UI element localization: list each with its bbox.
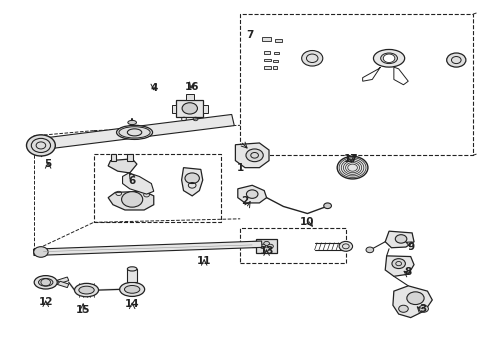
Circle shape bbox=[182, 103, 197, 114]
Bar bbox=[94, 153, 221, 222]
Bar bbox=[273, 66, 277, 68]
Polygon shape bbox=[235, 143, 269, 168]
Circle shape bbox=[246, 190, 258, 198]
Bar bbox=[176, 100, 203, 117]
Circle shape bbox=[246, 149, 263, 162]
Polygon shape bbox=[108, 159, 137, 173]
Text: 15: 15 bbox=[76, 305, 91, 315]
Text: 8: 8 bbox=[405, 267, 412, 277]
Circle shape bbox=[302, 50, 323, 66]
Polygon shape bbox=[122, 173, 154, 194]
Bar bbox=[264, 59, 271, 61]
Circle shape bbox=[419, 305, 428, 312]
Text: 4: 4 bbox=[150, 83, 157, 93]
Text: 5: 5 bbox=[45, 159, 52, 169]
Circle shape bbox=[337, 156, 368, 179]
Bar bbox=[256, 239, 277, 253]
Bar bbox=[273, 59, 278, 62]
Text: 2: 2 bbox=[242, 196, 248, 206]
Ellipse shape bbox=[373, 49, 405, 67]
Circle shape bbox=[122, 192, 143, 207]
Circle shape bbox=[185, 173, 199, 184]
Circle shape bbox=[264, 247, 270, 251]
Text: 6: 6 bbox=[128, 176, 136, 186]
Polygon shape bbox=[385, 231, 414, 248]
Circle shape bbox=[399, 305, 408, 312]
Bar bbox=[262, 37, 271, 41]
Ellipse shape bbox=[34, 276, 57, 289]
Text: 13: 13 bbox=[259, 246, 274, 256]
Polygon shape bbox=[385, 256, 414, 276]
Bar bbox=[186, 94, 194, 100]
Bar bbox=[274, 52, 279, 54]
Ellipse shape bbox=[120, 282, 145, 296]
Text: 3: 3 bbox=[419, 304, 426, 314]
Bar bbox=[240, 14, 473, 155]
Circle shape bbox=[395, 235, 407, 243]
Text: 9: 9 bbox=[407, 242, 414, 252]
Polygon shape bbox=[35, 114, 234, 150]
Text: 12: 12 bbox=[39, 297, 53, 307]
Polygon shape bbox=[127, 154, 133, 161]
Polygon shape bbox=[57, 277, 69, 283]
Ellipse shape bbox=[74, 283, 98, 297]
Polygon shape bbox=[111, 154, 116, 161]
Ellipse shape bbox=[124, 285, 140, 293]
Bar bbox=[275, 39, 282, 42]
Bar bbox=[203, 105, 208, 113]
Polygon shape bbox=[33, 241, 262, 256]
Circle shape bbox=[260, 244, 266, 248]
Bar bbox=[172, 105, 176, 113]
Polygon shape bbox=[393, 286, 432, 318]
Ellipse shape bbox=[117, 125, 152, 139]
Text: 10: 10 bbox=[300, 217, 315, 227]
Text: 1: 1 bbox=[237, 163, 244, 173]
Circle shape bbox=[339, 242, 353, 251]
Circle shape bbox=[447, 53, 466, 67]
Circle shape bbox=[268, 244, 273, 248]
Circle shape bbox=[26, 135, 55, 156]
Polygon shape bbox=[108, 191, 154, 210]
Ellipse shape bbox=[381, 53, 397, 64]
Text: 17: 17 bbox=[343, 154, 358, 164]
Circle shape bbox=[366, 247, 374, 253]
Circle shape bbox=[264, 242, 270, 246]
Ellipse shape bbox=[79, 286, 94, 294]
Ellipse shape bbox=[128, 120, 137, 125]
Text: 16: 16 bbox=[185, 81, 199, 91]
Circle shape bbox=[324, 203, 331, 208]
Bar bbox=[240, 228, 346, 263]
Circle shape bbox=[34, 247, 48, 257]
Ellipse shape bbox=[127, 267, 137, 271]
Bar bbox=[264, 66, 271, 68]
Polygon shape bbox=[238, 185, 267, 203]
Bar bbox=[264, 51, 270, 54]
Polygon shape bbox=[57, 281, 69, 288]
Text: 11: 11 bbox=[197, 256, 211, 266]
Circle shape bbox=[392, 259, 405, 269]
Bar bbox=[127, 269, 137, 282]
Text: 14: 14 bbox=[125, 299, 140, 309]
Circle shape bbox=[383, 54, 395, 63]
Ellipse shape bbox=[39, 278, 53, 286]
Text: 7: 7 bbox=[246, 30, 253, 40]
Circle shape bbox=[407, 292, 424, 305]
Polygon shape bbox=[182, 168, 203, 196]
